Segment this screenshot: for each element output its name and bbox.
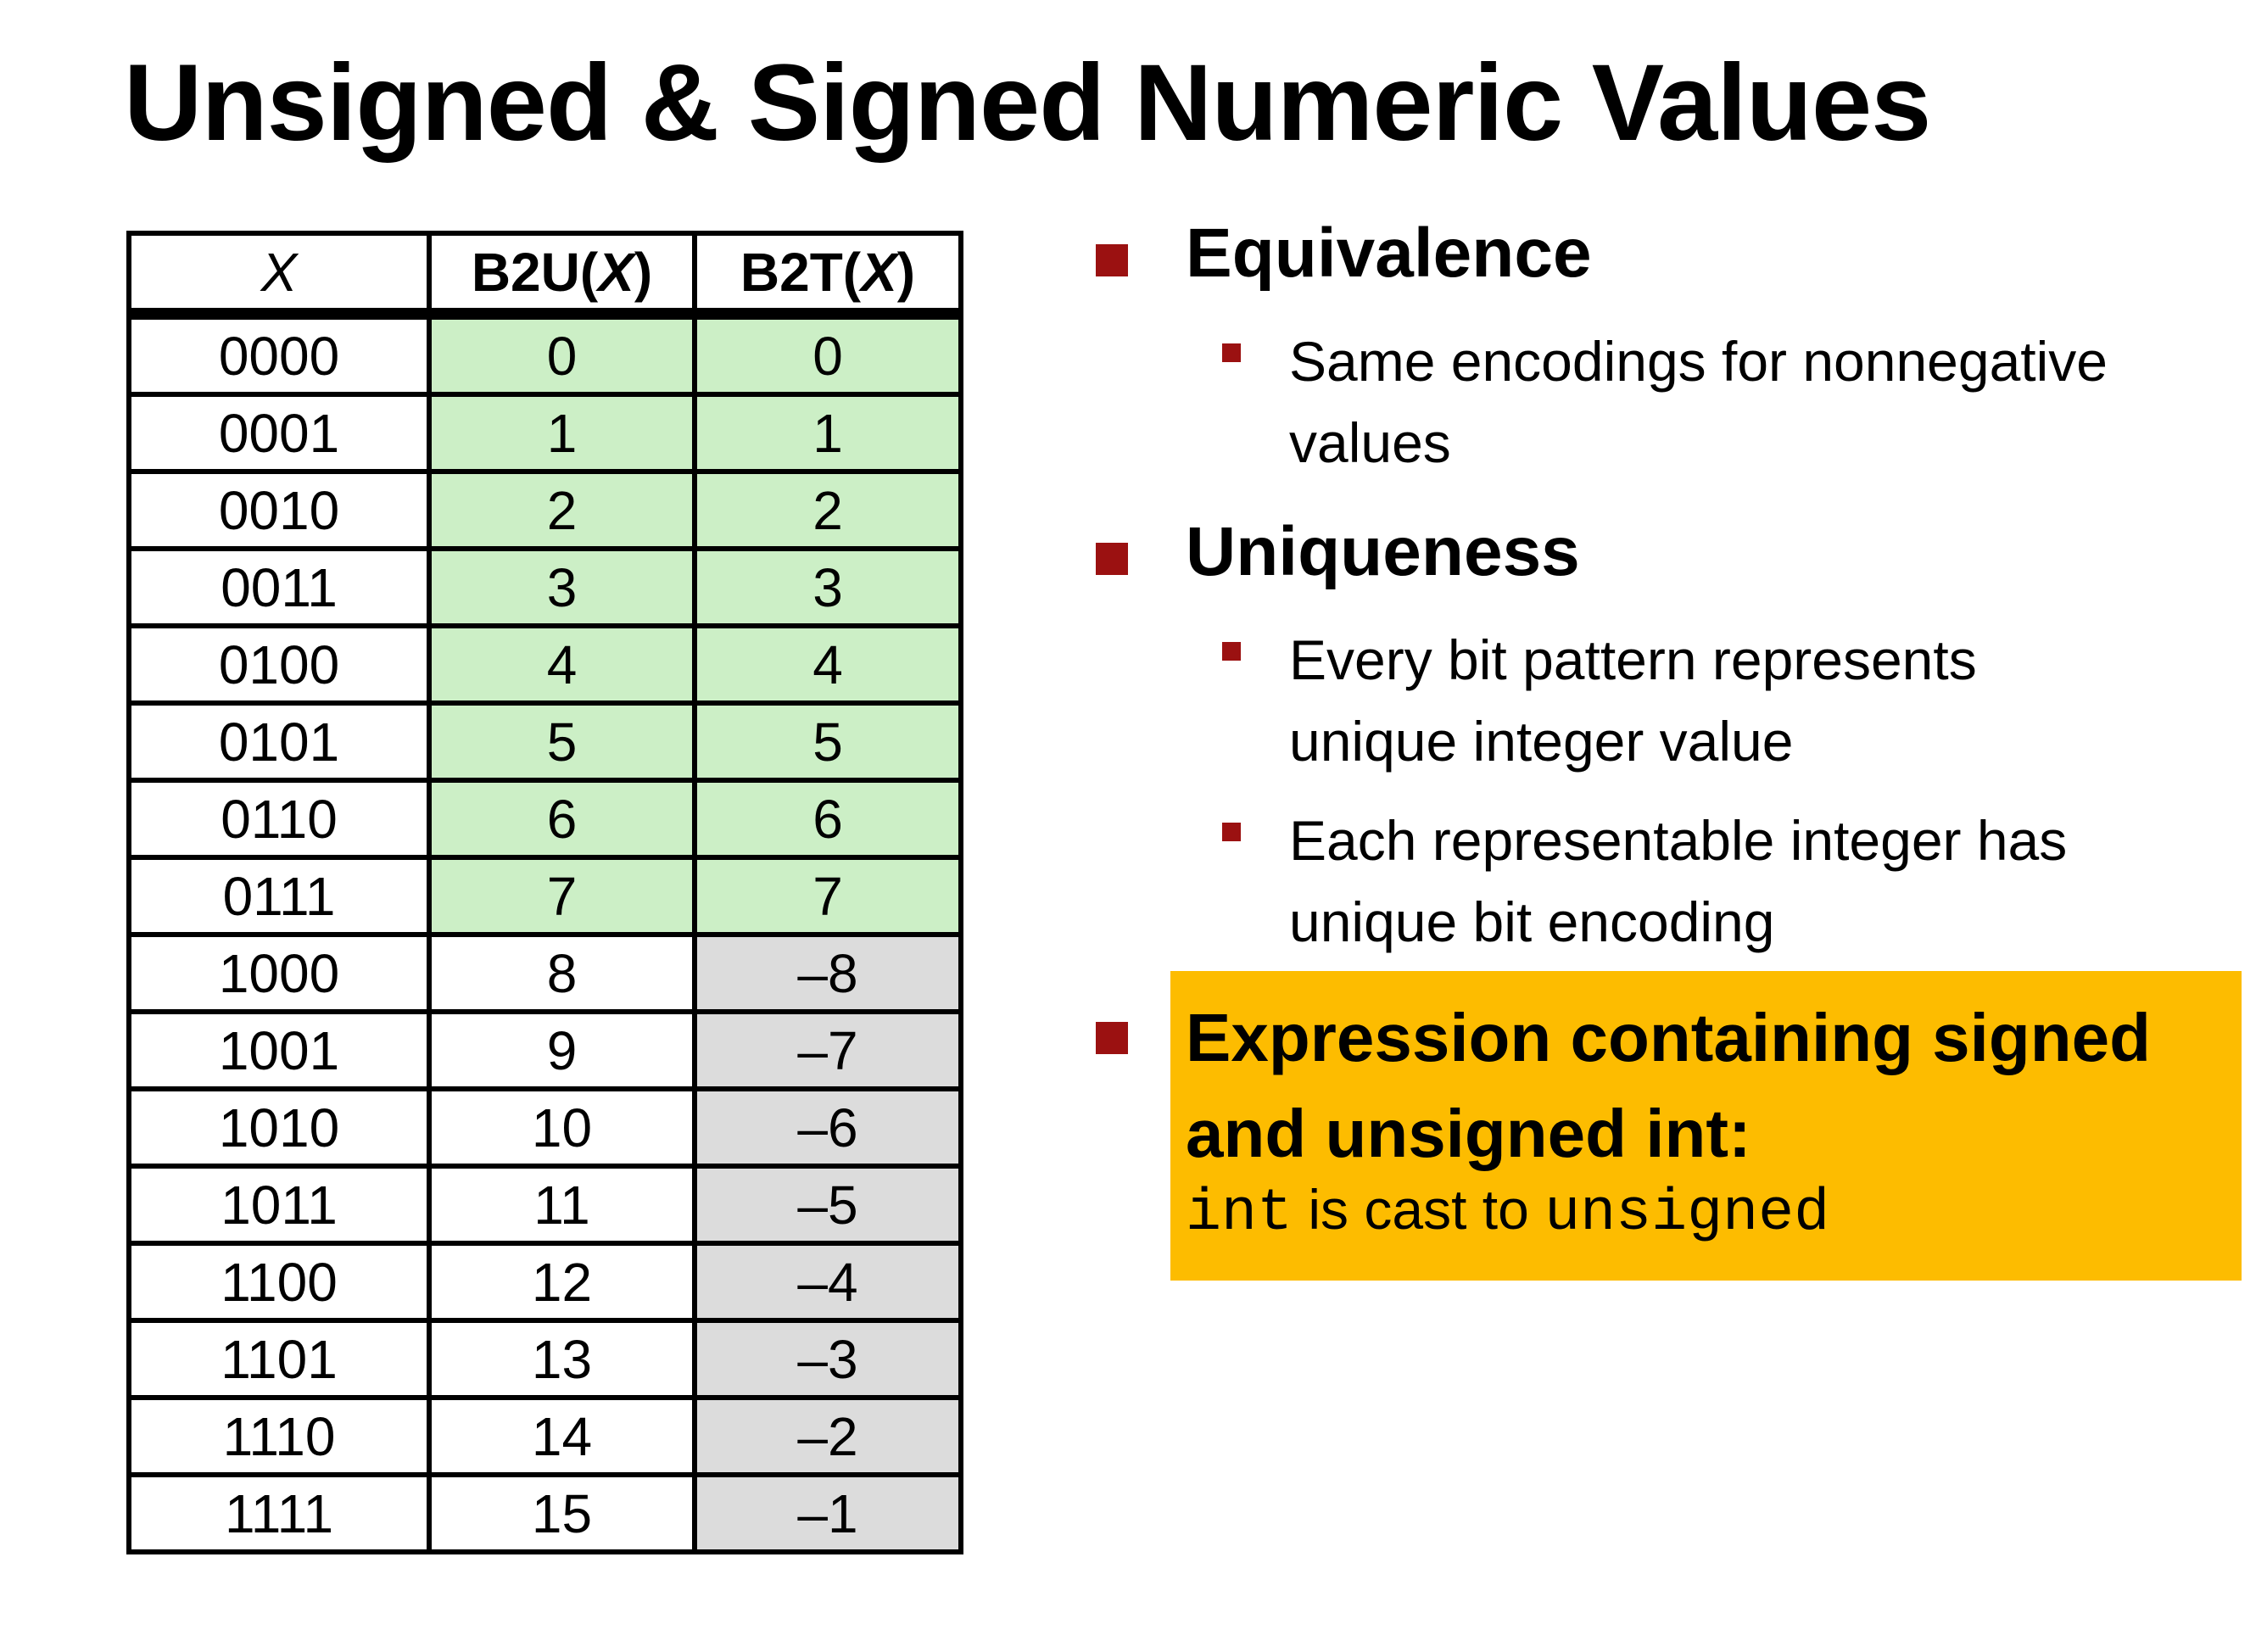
cell-b2t: 7 xyxy=(692,855,963,937)
cell-b2u: 13 xyxy=(427,1318,697,1400)
header-b2u: B2U(X) xyxy=(427,231,697,320)
cell-bits: 1111 xyxy=(126,1472,432,1554)
expression-mid-text: is cast to xyxy=(1293,1178,1545,1241)
cell-b2t: –3 xyxy=(692,1318,963,1400)
cell-bits: 1011 xyxy=(126,1164,432,1246)
cell-b2t: 5 xyxy=(692,700,963,783)
cell-bits: 0000 xyxy=(126,311,432,397)
cell-b2t: –1 xyxy=(692,1472,963,1554)
cell-bits: 0100 xyxy=(126,623,432,706)
cell-b2t: –5 xyxy=(692,1164,963,1246)
cell-bits: 0011 xyxy=(126,546,432,628)
cell-b2t: 4 xyxy=(692,623,963,706)
bullet-square-icon xyxy=(1096,244,1128,276)
cell-bits: 1001 xyxy=(126,1009,432,1091)
cell-b2u: 7 xyxy=(427,855,697,937)
cell-bits: 0001 xyxy=(126,392,432,474)
cell-b2t: –2 xyxy=(692,1395,963,1477)
slide-title: Unsigned & Signed Numeric Values xyxy=(124,42,1931,164)
uniqueness-item2-line2: unique bit encoding xyxy=(1289,890,1775,953)
cell-bits: 0010 xyxy=(126,469,432,551)
cell-b2t: –8 xyxy=(692,932,963,1014)
sub-bullet-square-icon xyxy=(1222,642,1241,661)
cell-bits: 0111 xyxy=(126,855,432,937)
table-row: 1111 15 –1 xyxy=(126,1472,963,1554)
cell-b2u: 12 xyxy=(427,1241,697,1323)
bullet-square-icon xyxy=(1096,543,1128,575)
cell-bits: 1010 xyxy=(126,1086,432,1169)
uniqueness-item1-line2: unique integer value xyxy=(1289,710,1794,773)
header-x: X xyxy=(126,231,432,320)
sub-bullet-square-icon xyxy=(1222,343,1241,362)
heading-equivalence: Equivalence xyxy=(1186,215,1592,292)
cell-b2u: 10 xyxy=(427,1086,697,1169)
equivalence-item-line2: values xyxy=(1289,411,1451,474)
code-unsigned: unsigned xyxy=(1544,1180,1830,1247)
cell-b2u: 0 xyxy=(427,311,697,397)
cell-b2t: 6 xyxy=(692,778,963,860)
table-row: 1101 13 –3 xyxy=(126,1318,963,1400)
cell-b2u: 9 xyxy=(427,1009,697,1091)
uniqueness-item2-line1: Each representable integer has xyxy=(1289,809,2068,872)
cell-b2u: 6 xyxy=(427,778,697,860)
cell-b2u: 2 xyxy=(427,469,697,551)
table-row: 0010 2 2 xyxy=(126,469,963,551)
cell-b2t: –7 xyxy=(692,1009,963,1091)
uniqueness-item1-line1: Every bit pattern represents xyxy=(1289,628,1977,691)
cell-b2u: 14 xyxy=(427,1395,697,1477)
heading-uniqueness: Uniqueness xyxy=(1186,513,1580,590)
expression-highlight-box: Expression containing signed and unsigne… xyxy=(1170,971,2242,1281)
cell-b2t: 0 xyxy=(692,311,963,397)
table-row: 0100 4 4 xyxy=(126,623,963,706)
code-int: int xyxy=(1186,1180,1293,1247)
table-header-row: X B2U(X) B2T(X) xyxy=(126,231,963,320)
cell-b2u: 3 xyxy=(427,546,697,628)
cell-b2t: 2 xyxy=(692,469,963,551)
cell-b2t: 3 xyxy=(692,546,963,628)
expression-heading: Expression containing signed and unsigne… xyxy=(1186,990,2151,1181)
table-row: 1100 12 –4 xyxy=(126,1241,963,1323)
table-row: 0011 3 3 xyxy=(126,546,963,628)
cell-bits: 1101 xyxy=(126,1318,432,1400)
cell-b2t: –4 xyxy=(692,1241,963,1323)
table-row: 1011 11 –5 xyxy=(126,1164,963,1246)
cell-b2u: 1 xyxy=(427,392,697,474)
table-row: 1000 8 –8 xyxy=(126,932,963,1014)
cell-bits: 0101 xyxy=(126,700,432,783)
expression-line1: Expression containing signed xyxy=(1186,1000,2151,1075)
cell-bits: 1110 xyxy=(126,1395,432,1477)
cell-b2u: 4 xyxy=(427,623,697,706)
cell-b2u: 11 xyxy=(427,1164,697,1246)
sub-bullet-square-icon xyxy=(1222,823,1241,841)
table-row: 0110 6 6 xyxy=(126,778,963,860)
table-row: 1010 10 –6 xyxy=(126,1086,963,1169)
cell-bits: 1100 xyxy=(126,1241,432,1323)
bullet-square-icon xyxy=(1096,1022,1128,1054)
cell-bits: 0110 xyxy=(126,778,432,860)
expression-rule: int is cast to unsigned xyxy=(1186,1176,1829,1250)
cell-b2u: 5 xyxy=(427,700,697,783)
encoding-table: X B2U(X) B2T(X) 0000 0 0 0001 1 1 0010 2 2 001… xyxy=(126,231,963,1554)
cell-bits: 1000 xyxy=(126,932,432,1014)
header-b2t: B2T(X) xyxy=(692,231,963,320)
cell-b2t: 1 xyxy=(692,392,963,474)
table-row: 0111 7 7 xyxy=(126,855,963,937)
cell-b2t: –6 xyxy=(692,1086,963,1169)
table-row: 0101 5 5 xyxy=(126,700,963,783)
cell-b2u: 8 xyxy=(427,932,697,1014)
expression-line2: and unsigned int: xyxy=(1186,1096,1751,1171)
table-row: 0000 0 0 xyxy=(126,311,963,397)
table-row: 1110 14 –2 xyxy=(126,1395,963,1477)
equivalence-item-line1: Same encodings for nonnegative xyxy=(1289,330,2108,393)
table-row: 1001 9 –7 xyxy=(126,1009,963,1091)
cell-b2u: 15 xyxy=(427,1472,697,1554)
table-row: 0001 1 1 xyxy=(126,392,963,474)
